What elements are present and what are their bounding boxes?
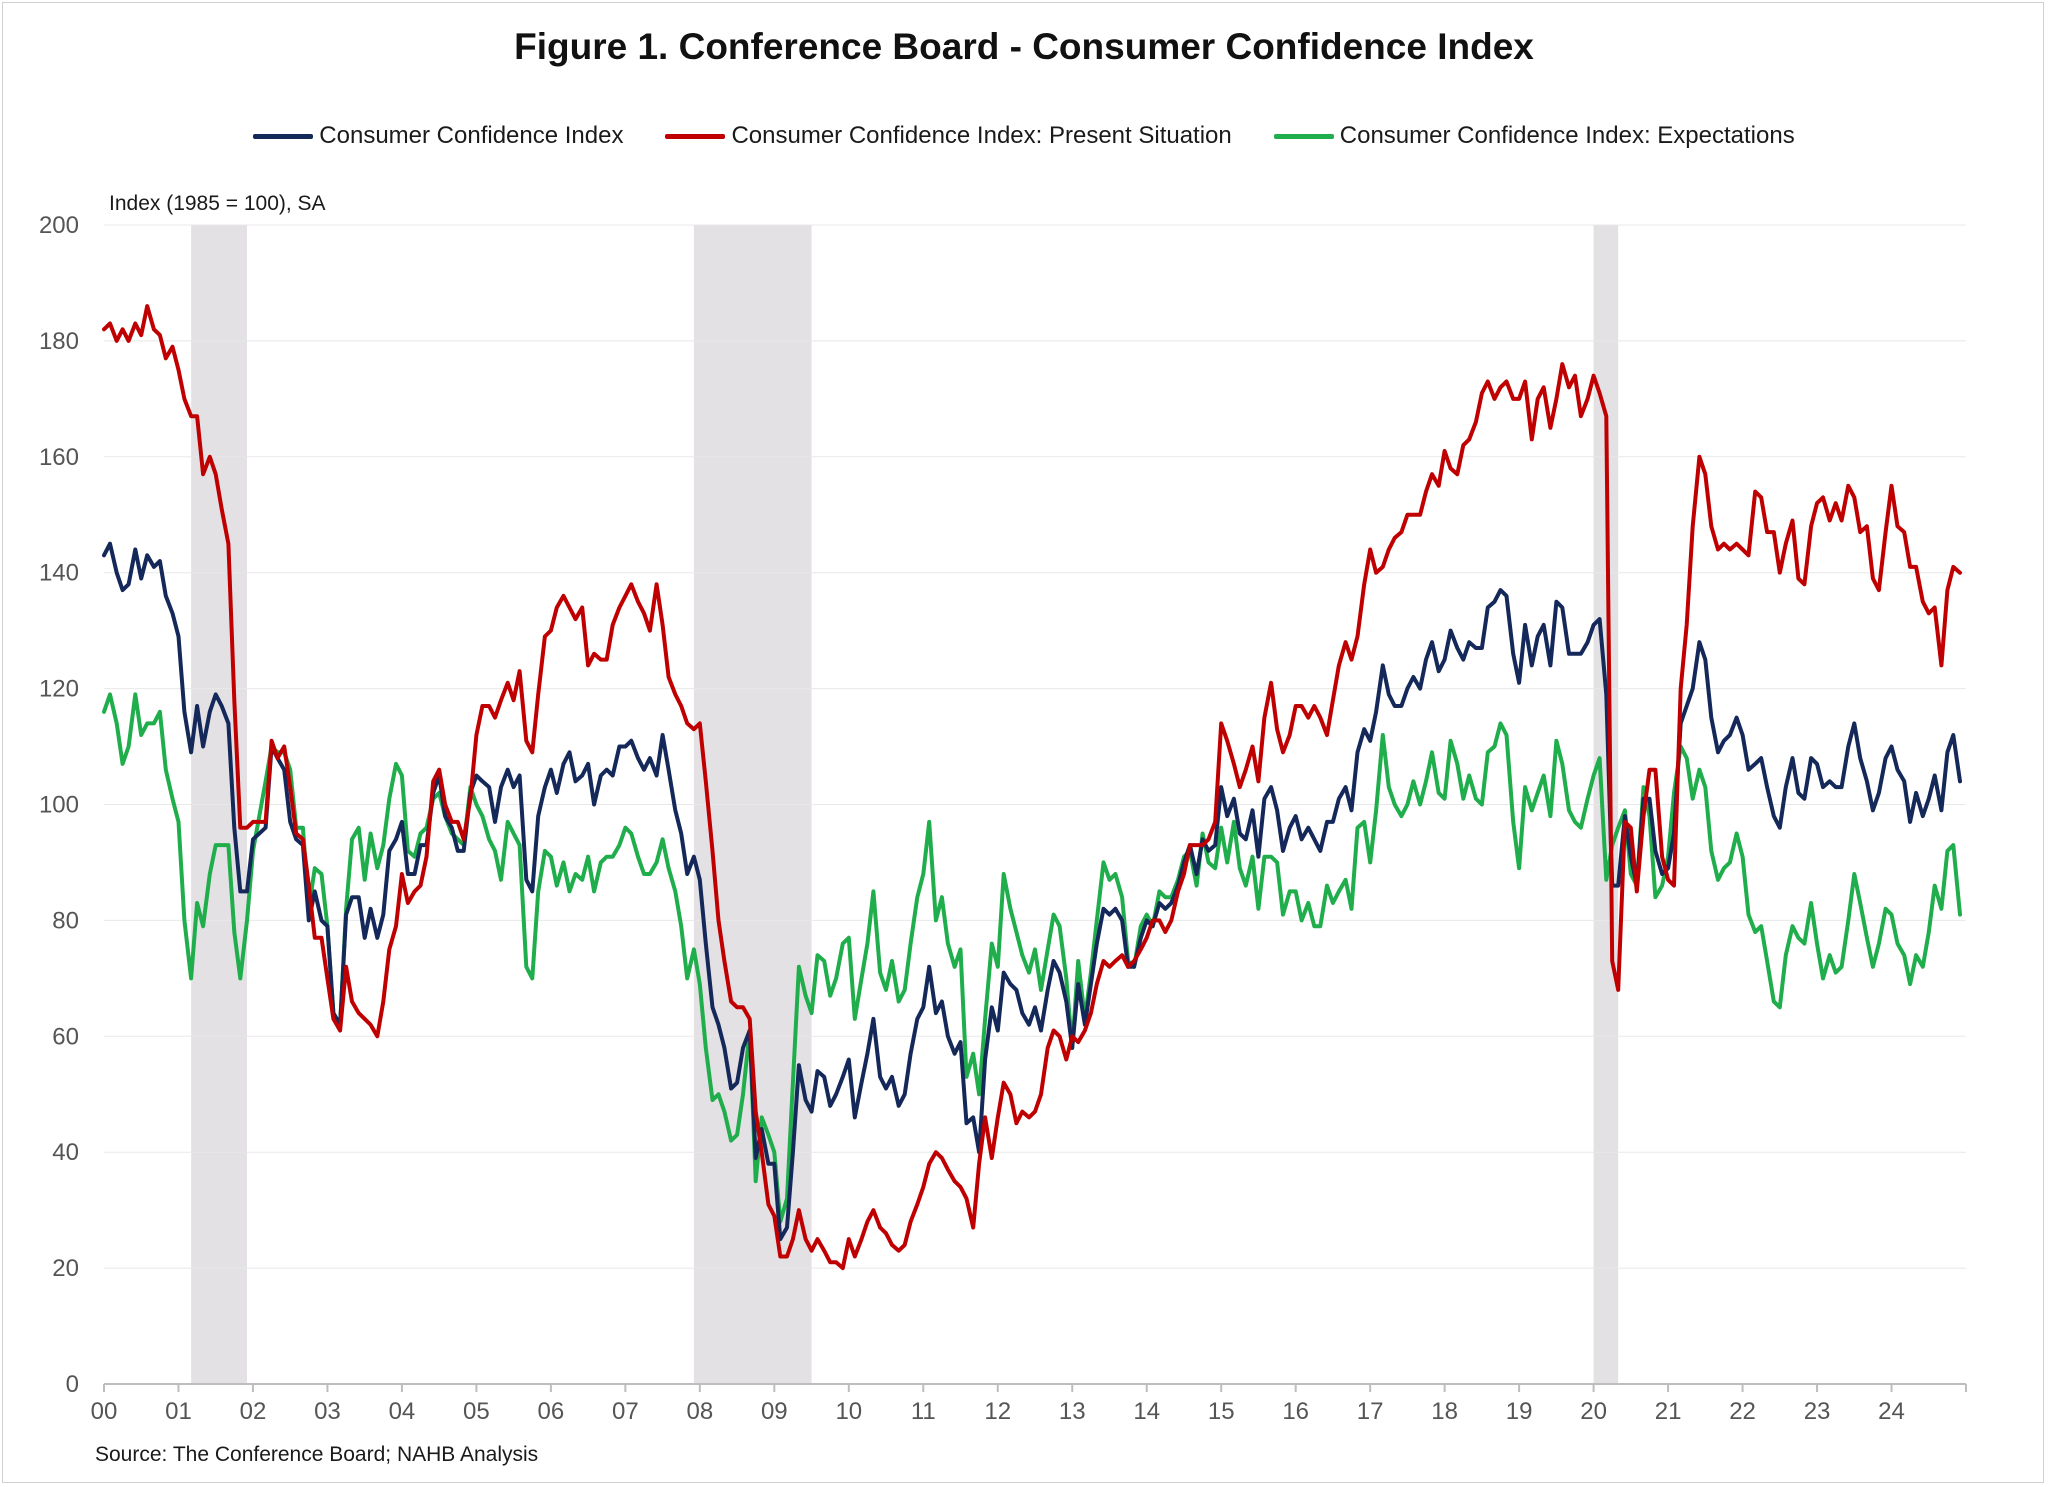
y-tick-label: 60 [52, 1023, 79, 1050]
x-tick-label: 18 [1431, 1398, 1458, 1425]
y-tick-label: 20 [52, 1255, 79, 1282]
y-tick-label: 180 [39, 328, 79, 355]
x-tick-label: 15 [1208, 1398, 1235, 1425]
x-tick-label: 16 [1282, 1398, 1309, 1425]
y-tick-label: 200 [39, 212, 79, 239]
x-tick-label: 22 [1729, 1398, 1756, 1425]
x-tick-label: 24 [1878, 1398, 1905, 1425]
legend-label-present-situation: Consumer Confidence Index: Present Situa… [731, 122, 1232, 149]
y-tick-label: 100 [39, 792, 79, 819]
x-tick-label: 14 [1133, 1398, 1160, 1425]
x-tick-label: 09 [761, 1398, 788, 1425]
x-tick-label: 02 [240, 1398, 267, 1425]
y-tick-label: 40 [52, 1139, 79, 1166]
chart-title: Figure 1. Conference Board - Consumer Co… [514, 26, 1534, 67]
x-tick-label: 08 [686, 1398, 713, 1425]
x-tick-label: 19 [1506, 1398, 1533, 1425]
y-tick-label: 120 [39, 676, 79, 703]
x-tick-label: 10 [835, 1398, 862, 1425]
y-tick-label: 80 [52, 907, 79, 934]
source-note: Source: The Conference Board; NAHB Analy… [95, 1443, 539, 1466]
x-tick-label: 03 [314, 1398, 341, 1425]
legend-label-cci: Consumer Confidence Index [319, 122, 624, 149]
x-tick-label: 06 [538, 1398, 565, 1425]
legend-item-expectations: Consumer Confidence Index: Expectations [1273, 122, 1795, 150]
x-tick-label: 11 [911, 1398, 936, 1425]
legend-item-present-situation: Consumer Confidence Index: Present Situa… [665, 122, 1232, 150]
x-tick-label: 21 [1655, 1398, 1682, 1425]
present-situation-series-line [102, 304, 1962, 1271]
y-tick-label: 140 [39, 560, 79, 587]
y-axis-unit-label: Index (1985 = 100), SA [109, 192, 326, 215]
x-tick-label: 01 [165, 1398, 192, 1425]
x-tick-label: 12 [984, 1398, 1011, 1425]
x-tick-label: 13 [1059, 1398, 1086, 1425]
x-tick-label: 23 [1804, 1398, 1831, 1425]
x-tick-label: 20 [1580, 1398, 1607, 1425]
x-tick-label: 00 [91, 1398, 118, 1425]
legend-swatch-expectations [1273, 133, 1334, 139]
x-tick-label: 17 [1357, 1398, 1384, 1425]
legend-label-expectations: Consumer Confidence Index: Expectations [1339, 122, 1795, 149]
x-tick-label: 07 [612, 1398, 639, 1425]
y-tick-label: 0 [66, 1371, 79, 1398]
legend-item-cci: Consumer Confidence Index [253, 122, 623, 150]
legend-swatch-present-situation [665, 133, 726, 139]
cci-series-line [102, 541, 1962, 1242]
chart-legend: Consumer Confidence Index Consumer Confi… [0, 122, 2048, 150]
x-tick-label: 05 [463, 1398, 490, 1425]
x-tick-label: 04 [389, 1398, 416, 1425]
y-tick-label: 160 [39, 444, 79, 471]
legend-swatch-cci [253, 133, 314, 139]
expectations-series-line [102, 692, 1962, 1224]
